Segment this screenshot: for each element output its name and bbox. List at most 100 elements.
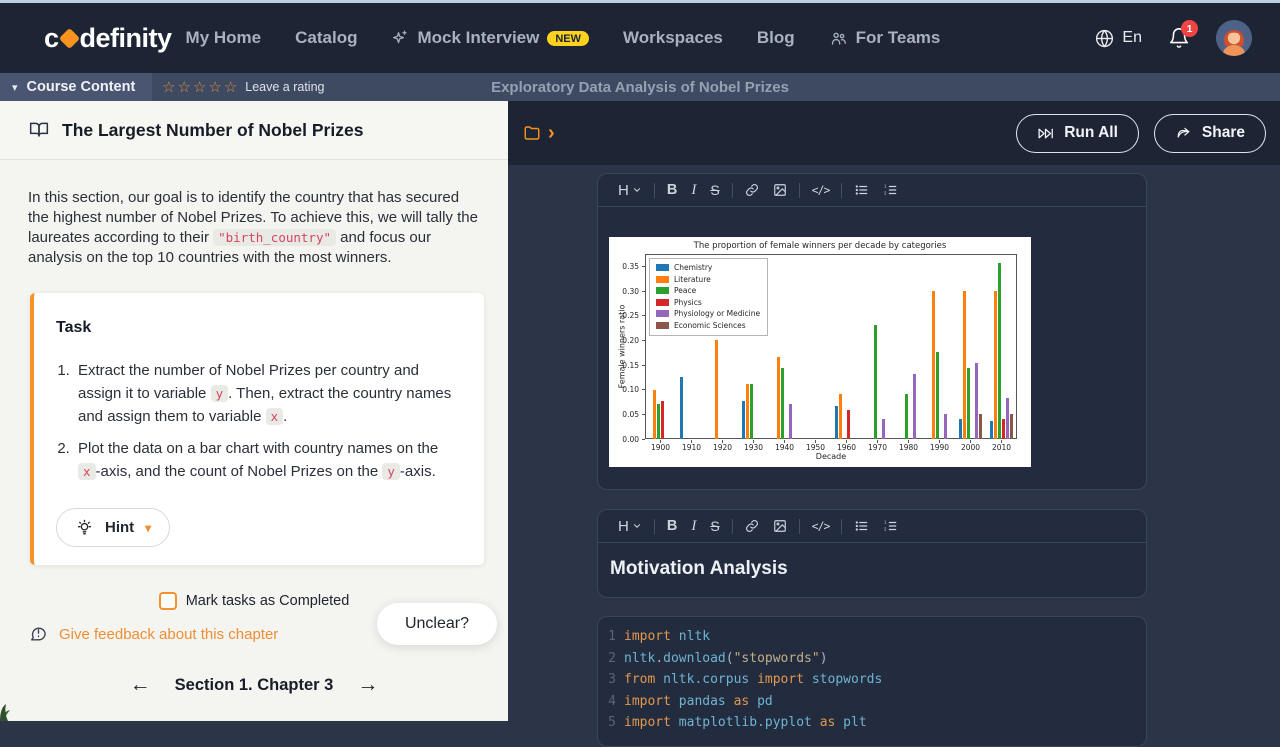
code-line[interactable]: 4 import pandas as pd: [598, 691, 1146, 713]
share-button[interactable]: Share: [1153, 113, 1266, 153]
x-tick-label: 1920: [712, 443, 733, 452]
x-tick-label: 2010: [991, 443, 1012, 452]
plant-decoration: [0, 704, 20, 721]
nav-item-workspaces[interactable]: Workspaces: [623, 28, 723, 47]
next-chapter-arrow-icon[interactable]: →: [357, 673, 379, 696]
language-selector[interactable]: En: [1094, 28, 1142, 49]
bar-physiology-or-medicine: [974, 363, 978, 439]
notebook-panel: › Run All Share: [508, 101, 1280, 747]
markdown-toolbar: H B I S </> 1 2: [598, 174, 1146, 207]
hint-button[interactable]: Hint ▾: [56, 508, 171, 547]
bold-icon[interactable]: B: [666, 518, 678, 534]
image-icon[interactable]: [766, 510, 794, 542]
star-icon[interactable]: ☆: [223, 78, 238, 96]
nav-item-catalog[interactable]: Catalog: [295, 28, 358, 47]
heading-icon[interactable]: H: [611, 510, 649, 542]
star-icon[interactable]: ☆: [177, 78, 191, 96]
code-line[interactable]: 2 nltk. download("stopwords"): [598, 648, 1146, 670]
line-number: 2: [608, 650, 616, 666]
file-tree-toggle[interactable]: ›: [522, 123, 555, 143]
link-icon[interactable]: [738, 174, 766, 206]
navbar: c definity My Home Catalog Mock Intervie…: [0, 3, 1280, 73]
chapter-navigation: ← Section 1. Chapter 3 →: [0, 673, 508, 697]
nav-item-blog[interactable]: Blog: [756, 28, 795, 47]
codefinity-logo[interactable]: c definity: [44, 23, 172, 54]
bar-literature: [652, 389, 656, 439]
code-line[interactable]: 1 import nltk: [598, 626, 1146, 648]
bar-peace: [966, 368, 970, 439]
bar-physiology-or-medicine: [912, 374, 916, 439]
image-icon[interactable]: [766, 174, 794, 206]
bar-peace: [997, 262, 1001, 439]
x-tick-mark: [1001, 440, 1002, 443]
code-line[interactable]: 3 from nltk.corpus import stopwords: [598, 669, 1146, 691]
markdown-cell-content[interactable]: The proportion of female winners per dec…: [598, 207, 1146, 489]
nav-item-mock-interview[interactable]: Mock Interview NEW: [391, 28, 590, 48]
notebook-cells: H B I S </> 1 2 The proportion of female winne…: [597, 173, 1147, 747]
logo-text-post: definity: [79, 22, 173, 53]
avatar[interactable]: [1216, 20, 1252, 56]
rating-stars: ☆ ☆ ☆ ☆ ☆: [162, 80, 237, 95]
markdown-heading[interactable]: Motivation Analysis: [610, 558, 788, 579]
strikethrough-icon[interactable]: S: [710, 518, 720, 534]
markdown-cell-heading: H B I S </> 1 2 Motivation Analysis: [597, 509, 1147, 598]
strikethrough-icon[interactable]: S: [710, 182, 720, 198]
mark-completed-row: Mark tasks as Completed: [0, 592, 508, 610]
bar-physiology-or-medicine: [1005, 398, 1009, 439]
feedback-link[interactable]: Give feedback about this chapter: [28, 624, 278, 644]
chart-plot-area: [645, 254, 1017, 439]
notebook-header: › Run All Share: [508, 101, 1280, 165]
star-icon[interactable]: ☆: [192, 78, 207, 96]
unclear-button[interactable]: Unclear?: [376, 603, 497, 645]
bullet-list-icon[interactable]: [847, 510, 876, 542]
bar-literature: [931, 291, 935, 439]
svg-text:1: 1: [885, 184, 888, 189]
star-icon[interactable]: ☆: [162, 78, 176, 96]
link-icon[interactable]: [738, 510, 766, 542]
toolbar-separator: [841, 518, 843, 534]
bar-peace: [873, 325, 877, 439]
code-icon[interactable]: </>: [811, 183, 831, 197]
people-icon: [829, 29, 848, 48]
new-badge: NEW: [547, 30, 590, 46]
code-editor[interactable]: 1 import nltk 2 nltk. download("stopwords") 3…: [598, 617, 1146, 746]
x-tick-label: 1910: [681, 443, 702, 452]
task-item: Extract the number of Nobel Prizes per c…: [74, 359, 462, 428]
bullet-list-icon[interactable]: [847, 174, 876, 206]
course-content-menu[interactable]: ▾ Course Content: [0, 73, 152, 101]
folder-icon: [522, 124, 542, 142]
y-tick-mark: [642, 339, 645, 341]
notifications-button[interactable]: 1: [1168, 20, 1198, 49]
y-tick-label: 0.20: [622, 335, 639, 345]
share-icon: [1175, 125, 1192, 141]
code-line[interactable]: 5 import matplotlib.pyplot as plt: [598, 712, 1146, 734]
run-all-button[interactable]: Run All: [1016, 113, 1139, 153]
italic-icon[interactable]: I: [691, 181, 697, 198]
heading-icon[interactable]: H: [611, 174, 649, 206]
x-tick-mark: [722, 440, 723, 443]
x-tick-label: 1900: [650, 443, 671, 452]
nav-item-my-home[interactable]: My Home: [185, 28, 262, 47]
bold-icon[interactable]: B: [666, 182, 678, 198]
x-tick-mark: [784, 440, 785, 443]
italic-icon[interactable]: I: [691, 517, 697, 534]
previous-chapter-arrow-icon[interactable]: ←: [129, 673, 151, 696]
chapter-label: Section 1. Chapter 3: [174, 675, 334, 694]
star-icon[interactable]: ☆: [208, 78, 222, 96]
x-tick-label: 1990: [929, 443, 950, 452]
x-tick-label: 1940: [774, 443, 795, 452]
page-title: The Largest Number of Nobel Prizes: [62, 119, 364, 140]
bar-physics: [1001, 419, 1005, 439]
line-number: 3: [608, 672, 616, 687]
chart-image: The proportion of female winners per dec…: [609, 237, 1031, 467]
legend-swatch: [656, 321, 669, 329]
mark-completed-checkbox[interactable]: [158, 592, 177, 610]
toolbar-separator: [798, 518, 800, 534]
code-icon[interactable]: </>: [811, 519, 831, 533]
nav-item-for-teams[interactable]: For Teams: [829, 28, 940, 48]
legend-entry: Literature: [656, 275, 760, 284]
run-all-icon: [1037, 126, 1054, 141]
inline-code: y: [382, 463, 400, 480]
